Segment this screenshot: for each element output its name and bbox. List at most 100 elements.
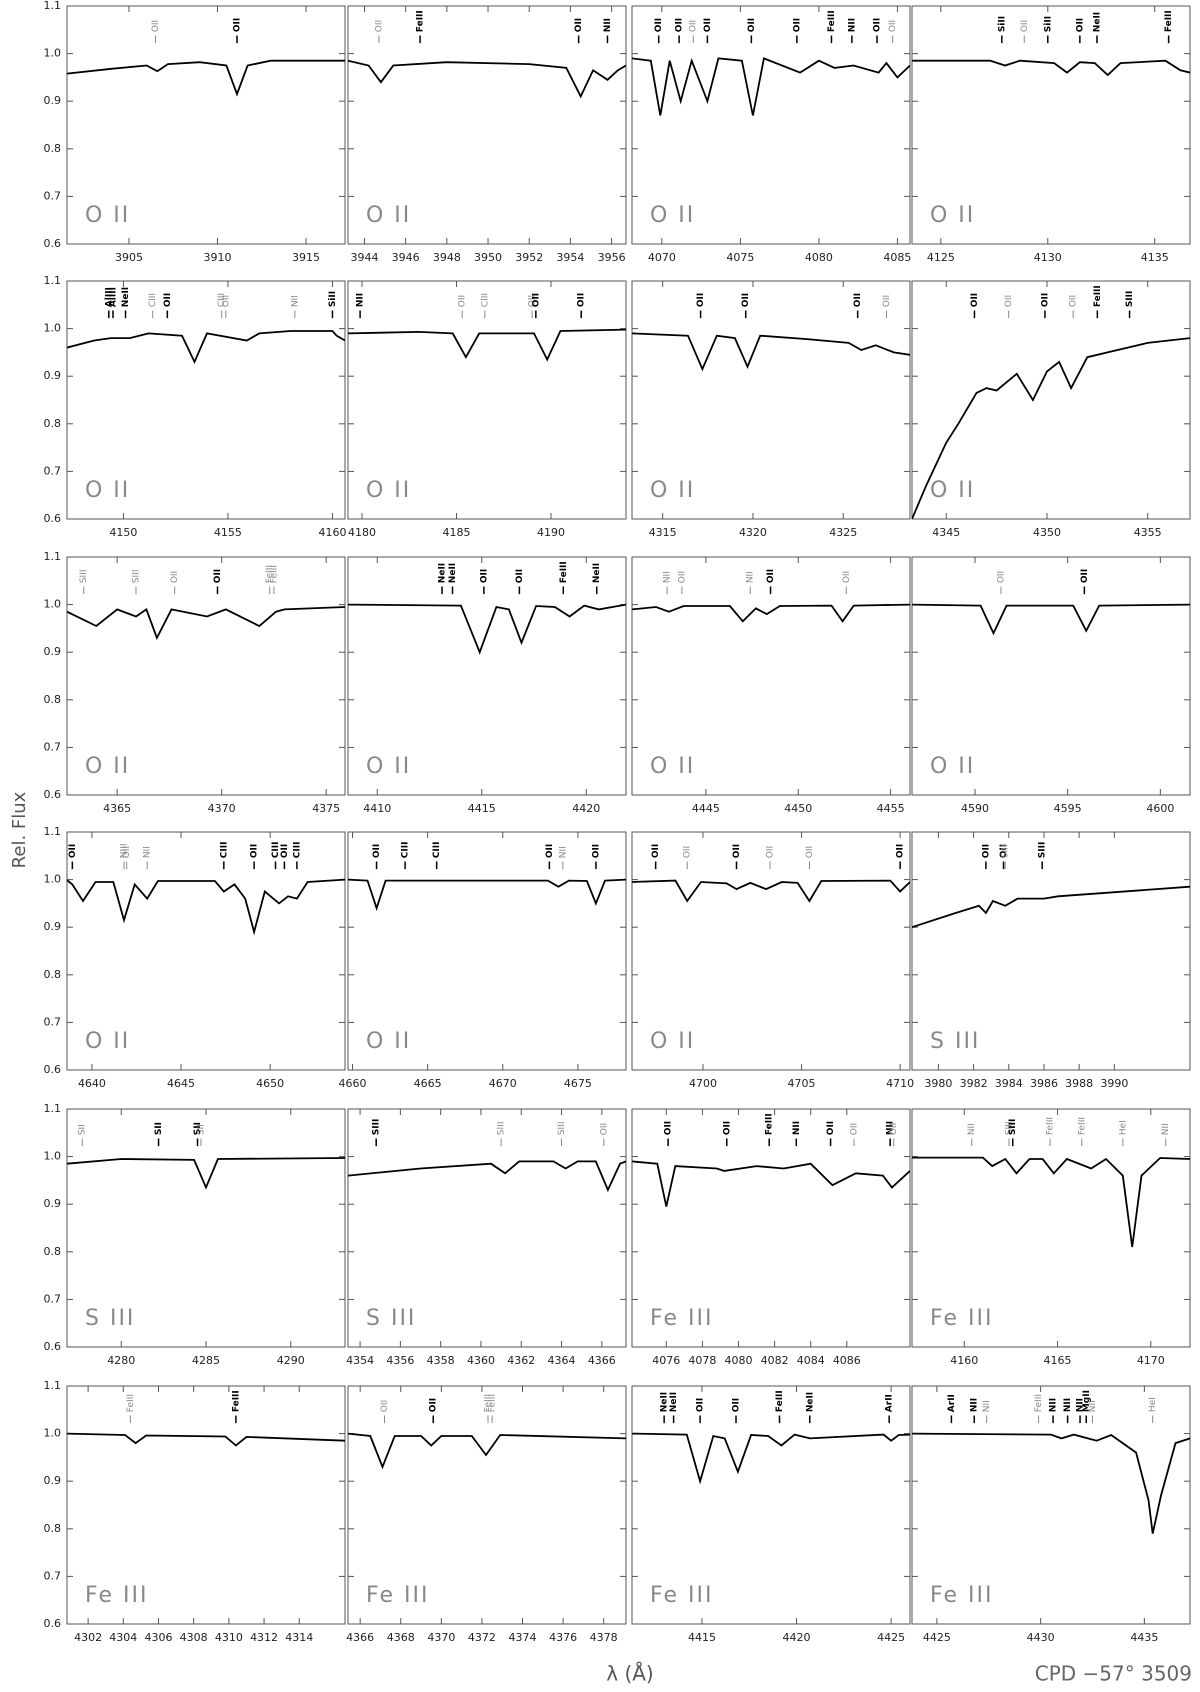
line-label: OII xyxy=(429,1398,439,1412)
line-label: OII xyxy=(882,295,892,307)
line-label: NII xyxy=(1063,1398,1073,1412)
x-axis-label: λ (Å) xyxy=(606,1662,653,1686)
model-spectrum xyxy=(348,878,626,912)
panel: 4445 4450 4455 O II NII OII NII OII OII xyxy=(631,556,911,815)
line-label: NeII xyxy=(448,563,458,583)
line-label: FeIII xyxy=(827,10,837,32)
line-label: CIII xyxy=(292,842,302,859)
line-label: OII xyxy=(574,18,584,32)
x-tick-label: 3948 xyxy=(433,251,461,264)
model-spectrum xyxy=(67,1432,345,1447)
ion-label: O II xyxy=(930,203,975,228)
model-spectrum xyxy=(632,879,910,903)
line-label: MgII xyxy=(1082,1390,1092,1412)
panel-frame xyxy=(911,831,1191,1071)
line-label: OII xyxy=(696,293,706,307)
line-label: OII xyxy=(528,295,538,307)
x-tick-label: 3910 xyxy=(204,251,232,264)
line-label: OII xyxy=(703,18,713,32)
panel-frame xyxy=(66,1385,346,1625)
x-tick-label: 4325 xyxy=(829,526,857,539)
panel: 4280 4285 4290 0.6 0.7 0.8 0.9 1.0 1.1 S III SII SI… xyxy=(44,1102,346,1367)
ion-label: O II xyxy=(85,478,130,503)
line-label: FeIII xyxy=(775,1390,785,1412)
y-tick-label: 0.9 xyxy=(44,94,62,107)
ion-label: O II xyxy=(85,1029,130,1054)
line-label: OII xyxy=(122,846,132,858)
panel-frame xyxy=(911,280,1191,520)
line-label: NII xyxy=(886,1121,896,1135)
x-tick-label: 4180 xyxy=(348,526,376,539)
x-tick-label: 4130 xyxy=(1034,251,1062,264)
x-tick-label: 4435 xyxy=(1130,1631,1158,1644)
line-label: OII xyxy=(999,844,1009,858)
x-tick-label: 4362 xyxy=(507,1354,535,1367)
x-tick-label: 4425 xyxy=(923,1631,951,1644)
model-spectrum xyxy=(67,330,345,365)
model-spectrum xyxy=(632,1432,910,1485)
x-tick-label: 4366 xyxy=(346,1631,374,1644)
line-label: OII xyxy=(722,1121,732,1135)
x-tick-label: 3982 xyxy=(960,1077,988,1090)
line-label: NII xyxy=(558,846,568,858)
line-label: OII xyxy=(374,20,384,32)
x-tick-label: 4410 xyxy=(363,802,391,815)
line-label: NeII xyxy=(1092,12,1102,32)
x-tick-label: 4595 xyxy=(1054,802,1082,815)
line-label: OII xyxy=(531,293,541,307)
line-label: SIII xyxy=(557,1121,567,1135)
x-tick-label: 4320 xyxy=(739,526,767,539)
line-label: FeIII xyxy=(1046,1117,1056,1135)
model-spectrum xyxy=(632,1160,910,1207)
line-label: SII xyxy=(196,1124,206,1135)
x-tick-label: 4455 xyxy=(877,802,905,815)
x-tick-label: 4360 xyxy=(467,1354,495,1367)
panel-frame xyxy=(911,1385,1191,1625)
model-spectrum xyxy=(912,59,1190,77)
y-tick-label: 1.1 xyxy=(44,274,62,287)
panel: 4150 4155 4160 0.6 0.7 0.8 0.9 1.0 1.1 O II AlIIIA… xyxy=(44,274,347,539)
line-label: FeIII xyxy=(484,1394,494,1412)
x-tick-label: 4135 xyxy=(1141,251,1169,264)
x-tick-label: 4370 xyxy=(208,802,236,815)
y-tick-label: 1.1 xyxy=(44,0,62,12)
panel: 4315 4320 4325 O II OII OII OII OII xyxy=(631,280,911,539)
line-label: FeIII xyxy=(1093,285,1103,307)
object-name: CPD −57° 3509 xyxy=(1035,1662,1192,1686)
x-tick-label: 4075 xyxy=(726,251,754,264)
line-label: NII xyxy=(1076,1398,1086,1412)
line-label: CIII xyxy=(219,842,229,859)
ion-label: O II xyxy=(930,478,975,503)
line-label: CIII xyxy=(148,293,158,307)
x-tick-label: 4165 xyxy=(1044,1354,1072,1367)
line-label: OII xyxy=(1080,569,1090,583)
x-tick-label: 4378 xyxy=(590,1631,618,1644)
x-tick-label: 4366 xyxy=(588,1354,616,1367)
x-tick-label: 4650 xyxy=(256,1077,284,1090)
panel-frame xyxy=(66,5,346,245)
line-label: OII xyxy=(826,1121,836,1135)
line-label: SIII xyxy=(131,569,141,583)
x-tick-label: 4350 xyxy=(1033,526,1061,539)
line-label: NII xyxy=(847,18,857,32)
y-tick-label: 0.9 xyxy=(44,920,62,933)
x-tick-label: 4304 xyxy=(109,1631,137,1644)
line-label: NII xyxy=(1049,1398,1059,1412)
panel-frame xyxy=(66,556,346,796)
y-tick-label: 0.7 xyxy=(44,189,62,202)
y-tick-label: 1.0 xyxy=(44,873,62,886)
x-tick-label: 4306 xyxy=(144,1631,172,1644)
x-tick-label: 4415 xyxy=(468,802,496,815)
panel-frame xyxy=(911,1108,1191,1348)
x-tick-label: 4590 xyxy=(961,802,989,815)
line-label: OII xyxy=(766,846,776,858)
panel-frame xyxy=(347,1385,627,1625)
line-label: NeII xyxy=(660,1392,670,1412)
y-tick-label: 1.0 xyxy=(44,1427,62,1440)
line-label: OII xyxy=(766,569,776,583)
y-tick-label: 0.8 xyxy=(44,968,62,981)
x-tick-label: 4370 xyxy=(427,1631,455,1644)
line-label: FeIII xyxy=(265,565,275,583)
